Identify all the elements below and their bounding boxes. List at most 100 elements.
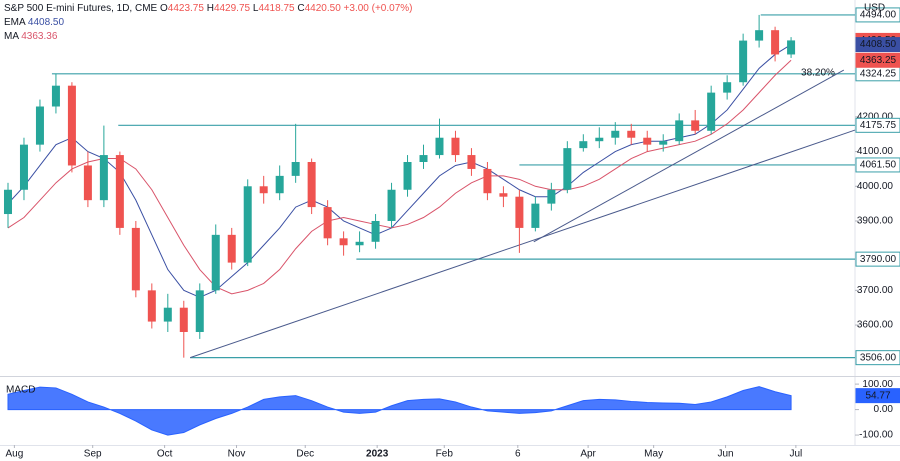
- candle-body: [227, 234, 236, 263]
- candle-body: [787, 40, 796, 55]
- quote-value: 4423.75: [168, 3, 205, 14]
- candle-body: [419, 155, 428, 163]
- x-tick-label: Sep: [84, 449, 102, 460]
- indicator-name: MA: [4, 31, 19, 42]
- macd-name: MACD: [6, 385, 35, 396]
- candle-body: [3, 189, 12, 215]
- trend-line: [533, 69, 845, 243]
- candle-body: [291, 162, 300, 176]
- candle-body: [595, 137, 604, 142]
- x-tick-label: Dec: [296, 449, 314, 460]
- price-tag: [855, 52, 900, 68]
- y-tick-label: 3900.00: [857, 216, 894, 227]
- candle-body: [195, 290, 204, 332]
- candle-body: [499, 193, 508, 197]
- level-tag-label: 3790.00: [860, 254, 897, 265]
- candle-body: [83, 165, 92, 201]
- change: +3.00 (+0.07%): [344, 3, 413, 14]
- quote-key: O: [160, 3, 168, 14]
- y-tick-label: 4000.00: [857, 181, 894, 192]
- candle-body: [755, 30, 764, 41]
- price-tag-label: 4408.50: [860, 39, 897, 50]
- candle-body: [243, 186, 252, 263]
- price-tag: [855, 37, 900, 53]
- candle-body: [307, 162, 316, 208]
- candle-body: [707, 92, 716, 131]
- macd-tag: [855, 388, 900, 404]
- candle-body: [611, 130, 620, 138]
- fib-label: 38.20%: [801, 67, 835, 78]
- quote-key: C: [297, 3, 304, 14]
- level-tag-label: 4061.50: [860, 160, 897, 171]
- quote-value: 4420.50: [305, 3, 342, 14]
- currency: USD: [864, 3, 885, 14]
- quote-key: L: [253, 3, 259, 14]
- indicator-legend: MA 4363.36: [4, 31, 58, 42]
- candle-body: [515, 196, 524, 228]
- x-tick-label: Oct: [157, 449, 173, 460]
- candle-body: [403, 162, 412, 190]
- candle-body: [739, 40, 748, 83]
- x-tick-label: Jun: [717, 449, 733, 460]
- candle-body: [163, 307, 172, 322]
- indicator-legend: EMA 4408.50: [4, 17, 64, 28]
- candle-body: [323, 207, 332, 239]
- macd-y-tick-label: 100.00: [862, 379, 893, 390]
- candle-body: [147, 290, 156, 322]
- candle-body: [339, 238, 348, 246]
- title: S&P 500 E-mini Futures, 1D, CME: [4, 3, 158, 14]
- candle-body: [211, 234, 220, 291]
- x-tick-label: Feb: [436, 449, 454, 460]
- candle-body: [627, 130, 636, 138]
- level-tag-label: 4324.25: [860, 68, 897, 79]
- candle-body: [579, 141, 588, 149]
- candle-body: [467, 155, 476, 169]
- level-tag: [855, 350, 900, 366]
- x-tick-label: 6: [515, 449, 521, 460]
- candle-body: [531, 203, 540, 228]
- candle-body: [67, 85, 76, 166]
- candle-body: [259, 186, 268, 194]
- candle-body: [35, 106, 44, 145]
- candle-body: [51, 85, 60, 107]
- candle-body: [131, 227, 140, 291]
- indicator-name: EMA: [4, 17, 26, 28]
- quote-value: 4418.75: [258, 3, 295, 14]
- level-tag: [855, 157, 900, 173]
- header: S&P 500 E-mini Futures, 1D, CME O4423.75…: [4, 3, 412, 14]
- candle-body: [387, 189, 396, 221]
- candle-body: [435, 137, 444, 156]
- x-tick-label: Nov: [228, 449, 246, 460]
- x-tick-label: Jul: [789, 449, 802, 460]
- quote-value: 4429.75: [214, 3, 251, 14]
- macd-tag-label: 54.77: [865, 390, 890, 401]
- candle-body: [723, 82, 732, 93]
- candle-body: [99, 155, 108, 201]
- x-tick-label: May: [644, 449, 663, 460]
- y-tick-label: 3600.00: [857, 320, 894, 331]
- level-tag-label: 3506.00: [860, 352, 897, 363]
- candle-body: [115, 155, 124, 228]
- candle-body: [563, 148, 572, 190]
- y-tick-label: 4100.00: [857, 146, 894, 157]
- x-tick-label: 2023: [366, 449, 389, 460]
- candle-body: [691, 120, 700, 131]
- candle-body: [451, 137, 460, 156]
- candle-body: [179, 307, 188, 332]
- y-tick-label: 4200.00: [857, 112, 894, 123]
- candle-body: [659, 141, 668, 145]
- x-tick-label: Aug: [5, 449, 23, 460]
- candle-body: [371, 220, 380, 242]
- candle-body: [483, 168, 492, 194]
- indicator-line: [7, 59, 792, 295]
- trend-line: [190, 129, 856, 359]
- candle-body: [771, 30, 780, 55]
- macd-area: [7, 386, 792, 436]
- candle-body: [275, 175, 284, 194]
- macd-y-tick-label: 0.00: [874, 404, 894, 415]
- candle-body: [355, 241, 364, 246]
- level-tag: [855, 251, 900, 267]
- candle-body: [19, 144, 28, 190]
- level-tag: [855, 7, 900, 23]
